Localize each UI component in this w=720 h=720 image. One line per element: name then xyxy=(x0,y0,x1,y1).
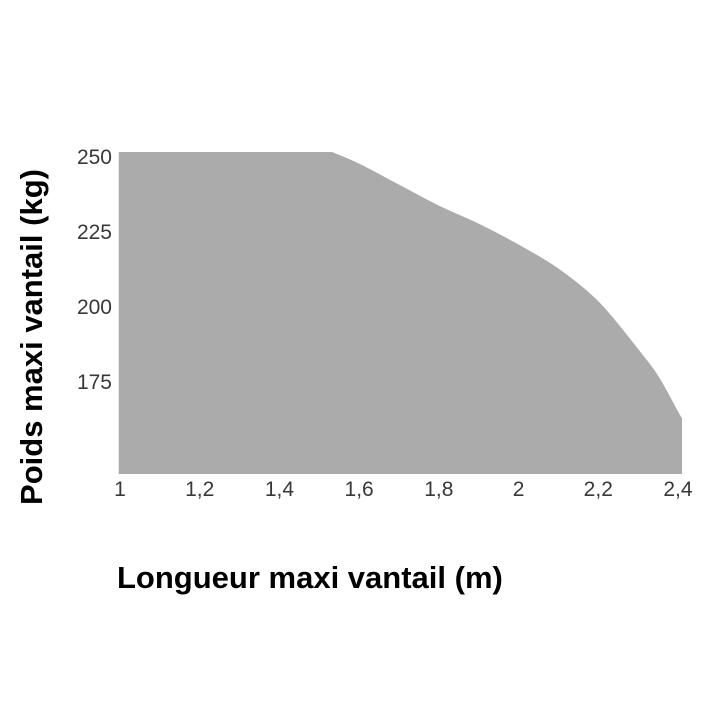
y-axis-title: Poids maxi vantail (kg) xyxy=(14,169,49,505)
y-tick-label: 200 xyxy=(76,296,112,320)
x-tick-label: 1,2 xyxy=(185,478,215,501)
x-axis-title: Longueur maxi vantail (m) xyxy=(117,560,503,595)
x-tick-label: 1,8 xyxy=(424,478,454,501)
x-tick-label: 1,4 xyxy=(264,478,295,501)
y-tick-label: 250 xyxy=(76,145,112,169)
allowed-region-area xyxy=(118,152,682,474)
x-tick-label: 1 xyxy=(114,478,126,501)
x-tick-label: 2,4 xyxy=(663,478,693,501)
area-plot xyxy=(118,152,682,474)
y-tick-label: 225 xyxy=(76,220,112,244)
x-tick-label: 2 xyxy=(512,478,525,501)
x-tick-label: 1,6 xyxy=(344,478,374,501)
y-tick-label: 175 xyxy=(76,371,112,395)
x-tick-label: 2,2 xyxy=(583,478,613,501)
